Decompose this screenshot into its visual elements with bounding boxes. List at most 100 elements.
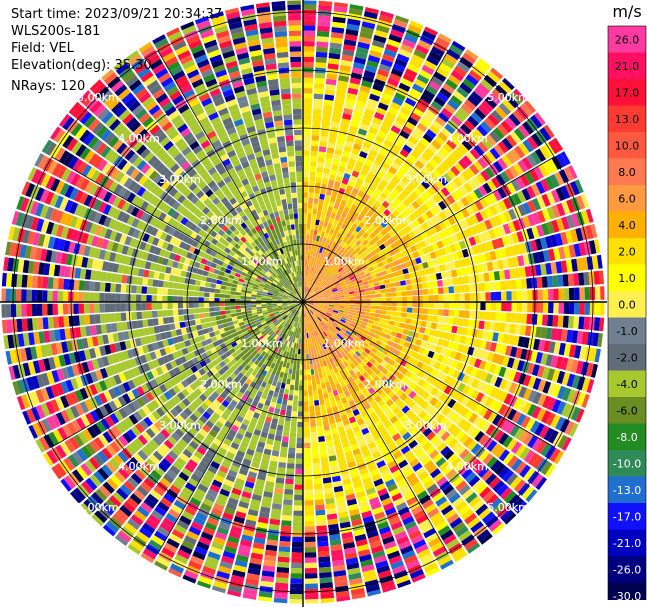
gate-cell bbox=[321, 279, 327, 285]
gate-cell bbox=[482, 453, 494, 465]
gate-cell bbox=[85, 412, 95, 425]
gate-cell bbox=[380, 10, 395, 19]
gate-cell bbox=[369, 468, 380, 477]
gate-cell bbox=[263, 388, 270, 395]
gate-cell bbox=[401, 346, 408, 354]
gate-cell bbox=[332, 261, 338, 267]
gate-cell bbox=[127, 379, 136, 390]
gate-cell bbox=[181, 510, 194, 521]
gate-cell bbox=[393, 120, 404, 130]
gate-cell bbox=[371, 273, 378, 279]
gate-cell bbox=[512, 219, 521, 232]
gate-cell bbox=[317, 283, 323, 288]
gate-cell bbox=[309, 234, 314, 241]
gate-cell bbox=[141, 446, 152, 457]
gate-cell bbox=[325, 238, 331, 245]
gate-cell bbox=[347, 197, 355, 204]
gate-cell bbox=[381, 375, 389, 383]
gate-cell bbox=[362, 569, 376, 578]
gate-cell bbox=[440, 271, 448, 279]
gate-cell bbox=[354, 290, 360, 294]
gate-cell bbox=[333, 153, 342, 161]
gate-cell bbox=[430, 100, 443, 111]
gate-cell bbox=[343, 378, 350, 386]
gate-cell bbox=[349, 299, 356, 302]
gate-cell bbox=[460, 103, 473, 115]
gate-cell bbox=[514, 324, 521, 335]
gate-cell bbox=[260, 575, 275, 583]
gate-cell bbox=[391, 254, 399, 261]
gate-cell bbox=[299, 380, 303, 386]
gate-cell bbox=[309, 326, 313, 333]
gate-cell bbox=[255, 330, 261, 336]
gate-cell bbox=[272, 306, 278, 309]
gate-cell bbox=[507, 257, 515, 268]
gate-cell bbox=[298, 338, 302, 344]
gate-cell bbox=[306, 229, 311, 235]
gate-cell bbox=[342, 249, 348, 256]
gate-cell bbox=[348, 125, 359, 133]
gate-cell bbox=[333, 6, 348, 13]
gate-cell bbox=[397, 327, 404, 334]
gate-cell bbox=[290, 308, 296, 313]
gate-cell bbox=[80, 445, 92, 459]
gate-cell bbox=[304, 552, 317, 558]
gate-cell bbox=[437, 280, 444, 287]
gate-cell bbox=[358, 549, 371, 557]
gate-cell bbox=[343, 308, 350, 312]
gate-cell bbox=[313, 299, 319, 301]
gate-cell bbox=[387, 483, 398, 493]
gate-cell bbox=[42, 452, 54, 467]
gate-cell bbox=[364, 213, 372, 221]
gate-cell bbox=[279, 387, 285, 394]
gate-cell bbox=[382, 323, 389, 329]
gate-cell bbox=[464, 302, 470, 310]
gate-cell bbox=[474, 462, 486, 475]
gate-cell bbox=[213, 330, 221, 336]
gate-cell bbox=[579, 302, 585, 315]
gate-cell bbox=[318, 276, 323, 282]
gate-cell bbox=[305, 249, 309, 256]
gate-cell bbox=[322, 419, 329, 426]
gate-cell bbox=[204, 398, 213, 407]
gate-cell bbox=[392, 218, 400, 226]
gate-cell bbox=[217, 338, 224, 345]
gate-cell bbox=[176, 457, 187, 467]
gate-cell bbox=[391, 143, 402, 153]
gate-cell bbox=[403, 449, 414, 459]
gate-cell bbox=[230, 399, 238, 408]
gate-cell bbox=[266, 475, 276, 483]
gate-cell bbox=[230, 525, 243, 534]
gate-cell bbox=[310, 315, 315, 320]
gate-cell bbox=[202, 424, 211, 433]
gate-cell bbox=[374, 407, 383, 416]
gate-cell bbox=[330, 325, 336, 330]
gate-cell bbox=[383, 319, 390, 325]
gate-cell bbox=[222, 322, 229, 328]
gate-cell bbox=[400, 106, 412, 116]
gate-cell bbox=[307, 304, 313, 307]
gate-cell bbox=[367, 492, 378, 501]
gate-cell bbox=[384, 315, 391, 320]
gate-cell bbox=[315, 268, 320, 274]
gate-cell bbox=[84, 399, 94, 411]
gate-cell bbox=[207, 327, 214, 333]
gate-cell bbox=[294, 489, 303, 496]
gate-cell bbox=[240, 440, 249, 449]
gate-cell bbox=[445, 468, 457, 480]
gate-cell bbox=[469, 164, 480, 175]
gate-cell bbox=[219, 360, 226, 368]
gate-cell bbox=[408, 213, 417, 222]
gate-cell bbox=[257, 516, 269, 524]
gate-cell bbox=[296, 343, 299, 349]
gate-cell bbox=[403, 396, 412, 405]
gate-cell bbox=[194, 371, 202, 379]
gate-cell bbox=[399, 427, 409, 437]
gate-cell bbox=[293, 505, 303, 511]
gate-cell bbox=[384, 378, 393, 387]
gate-cell bbox=[140, 481, 152, 493]
gate-cell bbox=[439, 347, 447, 356]
gate-cell bbox=[261, 458, 270, 466]
gate-cell bbox=[218, 521, 231, 531]
gate-cell bbox=[252, 376, 259, 384]
